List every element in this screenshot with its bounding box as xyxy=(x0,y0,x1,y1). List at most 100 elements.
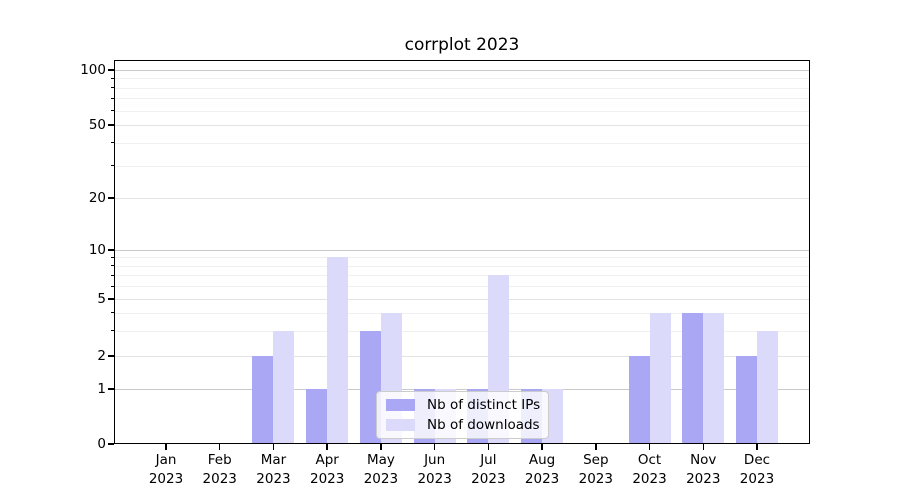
gridline-minor xyxy=(114,275,810,277)
x-tick-label-line: 2023 xyxy=(524,471,560,487)
gridline-minor xyxy=(114,142,810,144)
gridline-major xyxy=(114,356,810,357)
y-axis-minor-tick xyxy=(110,142,114,144)
x-tick-label-line: 2023 xyxy=(739,471,775,487)
gridline-minor xyxy=(114,286,810,288)
y-axis-tick xyxy=(108,355,114,357)
bar-downloads-mar xyxy=(273,330,295,444)
x-axis-tick xyxy=(487,444,490,450)
x-tick-label: Feb 2023 xyxy=(188,451,252,489)
gridline-minor xyxy=(114,98,810,100)
x-tick-label-line: Aug xyxy=(528,452,556,468)
x-tick-label-line: Jan xyxy=(155,452,177,468)
y-axis-minor-tick xyxy=(110,330,114,332)
x-tick-label-line: 2023 xyxy=(578,471,613,487)
gridline-major xyxy=(114,299,810,300)
bar-distinct-ips-mar xyxy=(252,356,274,444)
chart-title: corrplot 2023 xyxy=(404,35,520,55)
x-tick-label: Mar 2023 xyxy=(241,451,305,489)
y-axis-minor-tick xyxy=(110,165,114,167)
x-tick-label-line: Apr xyxy=(315,452,339,468)
legend-swatch-distinct-ips xyxy=(386,399,415,411)
bar-downloads-oct xyxy=(649,312,671,444)
y-axis-minor-tick xyxy=(110,256,114,258)
bar-distinct-ips-dec xyxy=(735,356,757,444)
x-tick-label-line: Jul xyxy=(480,452,497,468)
gridline-minor xyxy=(114,257,810,259)
x-tick-label-line: Dec xyxy=(743,452,771,468)
bar-distinct-ips-oct xyxy=(628,356,650,444)
plot-area: Nb of distinct IPs Nb of downloads 0 1 2 5 1… xyxy=(80,60,810,487)
y-axis-minor-tick xyxy=(110,77,114,79)
gridline-minor xyxy=(114,312,810,314)
x-tick-label: Jan 2023 xyxy=(134,451,198,489)
y-tick-label: 100 xyxy=(80,61,106,78)
y-axis-minor-tick xyxy=(110,274,114,276)
x-tick-label-line: 2023 xyxy=(471,471,506,487)
x-axis-tick xyxy=(218,444,221,450)
x-tick-label-line: Jun xyxy=(424,452,446,468)
y-axis-tick xyxy=(108,443,114,445)
x-tick-label-line: Feb xyxy=(207,452,232,468)
x-tick-label: Dec 2023 xyxy=(725,451,789,489)
x-tick-label-line: 2023 xyxy=(363,471,399,487)
y-tick-label: 0 xyxy=(97,435,106,452)
x-tick-label-line: 2023 xyxy=(309,471,345,487)
x-tick-label: Aug 2023 xyxy=(510,451,574,489)
x-tick-label: Jul 2023 xyxy=(456,451,520,489)
bar-distinct-ips-apr xyxy=(306,389,328,444)
bar-downloads-nov xyxy=(703,312,725,444)
x-axis-tick xyxy=(165,444,167,450)
y-tick-label: 20 xyxy=(88,189,106,206)
x-tick-label-line: 2023 xyxy=(202,471,237,487)
x-axis-tick xyxy=(702,444,705,450)
x-axis-tick xyxy=(595,444,597,450)
x-axis-tick xyxy=(380,444,382,450)
legend-item-downloads: Nb of downloads xyxy=(386,416,540,433)
x-tick-label-line: May xyxy=(366,452,395,468)
gridline-minor xyxy=(114,165,810,167)
y-axis-tick xyxy=(108,124,114,126)
x-tick-label-line: Oct xyxy=(637,452,662,468)
legend-label-downloads: Nb of downloads xyxy=(427,416,540,433)
x-axis-tick xyxy=(756,444,758,450)
gridline-minor xyxy=(114,330,810,332)
x-tick-label: Sep 2023 xyxy=(564,451,628,489)
x-tick-label: Jun 2023 xyxy=(403,451,467,489)
y-axis-tick xyxy=(108,249,114,251)
y-tick-label: 5 xyxy=(97,290,106,307)
gridline-minor xyxy=(114,78,810,80)
y-axis-minor-tick xyxy=(110,312,114,314)
y-axis-tick xyxy=(108,69,114,71)
x-tick-label: May 2023 xyxy=(349,451,413,489)
y-tick-label: 10 xyxy=(88,241,106,258)
x-axis-tick xyxy=(648,444,651,450)
bar-distinct-ips-nov xyxy=(682,312,704,444)
gridline-decade xyxy=(114,250,810,251)
x-axis-tick xyxy=(272,444,275,450)
bar-distinct-ips-may xyxy=(359,330,381,444)
x-tick-label: Nov 2023 xyxy=(671,451,735,489)
x-tick-label-line: 2023 xyxy=(632,471,667,487)
x-tick-label-line: 2023 xyxy=(256,471,291,487)
x-axis-tick xyxy=(326,444,328,450)
legend-label-distinct-ips: Nb of distinct IPs xyxy=(427,396,541,413)
x-axis-tick xyxy=(541,444,543,450)
x-tick-label: Oct 2023 xyxy=(618,451,682,489)
x-tick-label-line: 2023 xyxy=(417,471,452,487)
y-axis-tick xyxy=(108,197,114,199)
y-tick-label: 2 xyxy=(97,347,106,364)
legend-item-distinct-ips: Nb of distinct IPs xyxy=(386,396,541,413)
gridline-major xyxy=(114,198,810,199)
y-axis-minor-tick xyxy=(110,97,114,99)
x-tick-label-line: Nov xyxy=(690,452,717,468)
gridline-decade xyxy=(114,70,810,71)
x-tick-label-line: Mar xyxy=(260,452,287,468)
y-axis-minor-tick xyxy=(110,110,114,112)
y-axis-minor-tick xyxy=(110,285,114,287)
gridline-minor xyxy=(114,265,810,267)
gridline-decade xyxy=(114,389,810,390)
legend: Nb of distinct IPs Nb of downloads xyxy=(376,391,549,439)
y-axis-tick xyxy=(108,388,114,390)
